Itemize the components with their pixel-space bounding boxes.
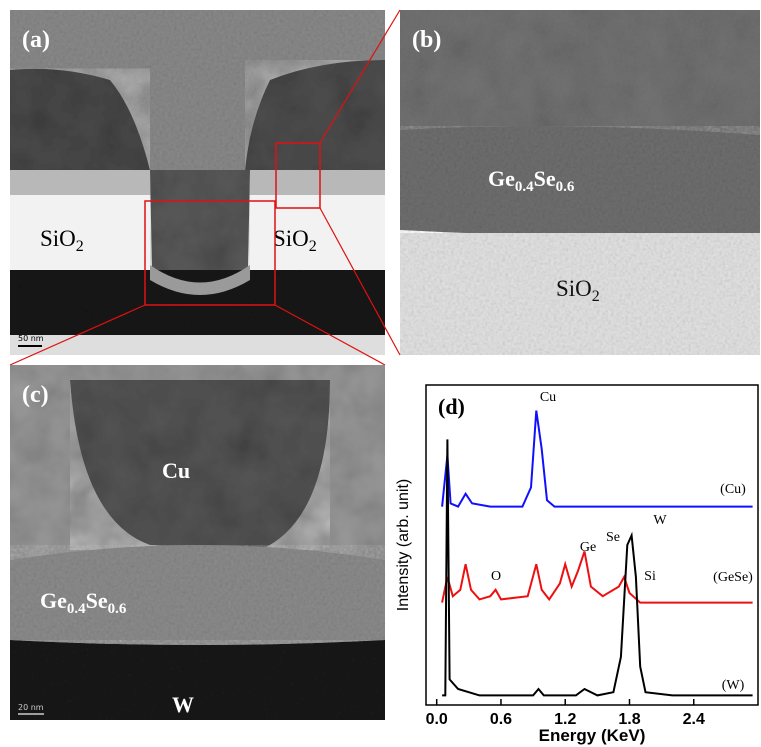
via xyxy=(150,170,250,285)
text: SiO xyxy=(556,276,592,301)
material-label: Ge0.4Se0.6 xyxy=(488,166,575,195)
subscript: 0.4 xyxy=(67,601,86,617)
x-tick-label: 2.4 xyxy=(683,711,705,728)
grain xyxy=(10,68,150,170)
film xyxy=(400,126,760,236)
panel-label: (d) xyxy=(438,394,465,419)
panel-b: (b) Ge0.4Se0.6 SiO2 xyxy=(400,10,760,355)
material-label: SiO2 xyxy=(273,226,317,255)
material-label: SiO2 xyxy=(40,226,84,255)
subscript: 2 xyxy=(76,238,84,255)
peak-label: Ge xyxy=(580,540,596,555)
x-tick-label: 1.8 xyxy=(618,711,640,728)
peak-label: Cu xyxy=(540,390,556,405)
grains-texture xyxy=(400,10,760,135)
subscript: 2 xyxy=(309,238,317,255)
subscript: 0.4 xyxy=(515,179,534,195)
x-tick-label: 0.6 xyxy=(490,711,512,728)
plot-frame xyxy=(425,384,759,706)
peak-label: W xyxy=(653,513,667,528)
zoom-box xyxy=(275,142,321,209)
scale-label: 50 nm xyxy=(18,334,44,343)
spectrum-line xyxy=(441,410,753,508)
series-label: (Cu) xyxy=(720,482,746,497)
material-label: Cu xyxy=(162,458,190,483)
oxide xyxy=(400,233,760,355)
material-label: SiO2 xyxy=(556,276,600,305)
subscript: 0.6 xyxy=(556,179,575,195)
w-layer xyxy=(10,270,385,335)
text: Se xyxy=(534,166,556,191)
gese-film xyxy=(150,265,250,295)
scale-label: 20 nm xyxy=(18,703,44,712)
zoom-line xyxy=(319,9,401,144)
zoom-line xyxy=(9,304,146,366)
subscript: 0.6 xyxy=(108,601,127,617)
strip xyxy=(10,335,385,355)
peak-label: O xyxy=(491,569,501,584)
text: Se xyxy=(86,588,108,613)
peak-label: Si xyxy=(644,569,656,584)
text: SiO xyxy=(273,226,309,251)
panel-label: (a) xyxy=(22,27,50,53)
panel-label: (c) xyxy=(22,382,49,408)
peak-label: Se xyxy=(606,530,620,545)
series-label: (GeSe) xyxy=(713,570,753,585)
series-label: (W) xyxy=(722,678,745,693)
x-tick-label: 0.0 xyxy=(426,711,448,728)
subscript: 2 xyxy=(592,288,600,305)
text: SiO xyxy=(40,226,76,251)
y-axis-title: Intensity (arb. unit) xyxy=(395,479,412,612)
panel-label: (b) xyxy=(412,27,441,53)
material-label: Ge0.4Se0.6 xyxy=(40,588,127,617)
zoom-line xyxy=(274,304,386,366)
w-layer xyxy=(10,640,385,720)
x-axis-title: Energy (KeV) xyxy=(539,726,646,745)
panel-c: 20 nm (c) Cu Ge0.4Se0.6 W xyxy=(10,365,385,720)
spectrum-line xyxy=(441,551,753,604)
material-label: W xyxy=(172,692,194,717)
cu-grain xyxy=(70,380,330,550)
text: Ge xyxy=(488,166,515,191)
zoom-line xyxy=(319,207,401,356)
panel-d: (d) Energy (KeV) Intensity (arb. unit) 0… xyxy=(395,384,759,745)
text: Ge xyxy=(40,588,67,613)
zoom-box xyxy=(144,200,276,306)
x-tick-label: 1.2 xyxy=(554,711,576,728)
spectrum-line xyxy=(442,439,753,697)
panel-a: 50 nm (a) SiO2 SiO2 xyxy=(10,10,385,355)
film xyxy=(10,545,385,645)
